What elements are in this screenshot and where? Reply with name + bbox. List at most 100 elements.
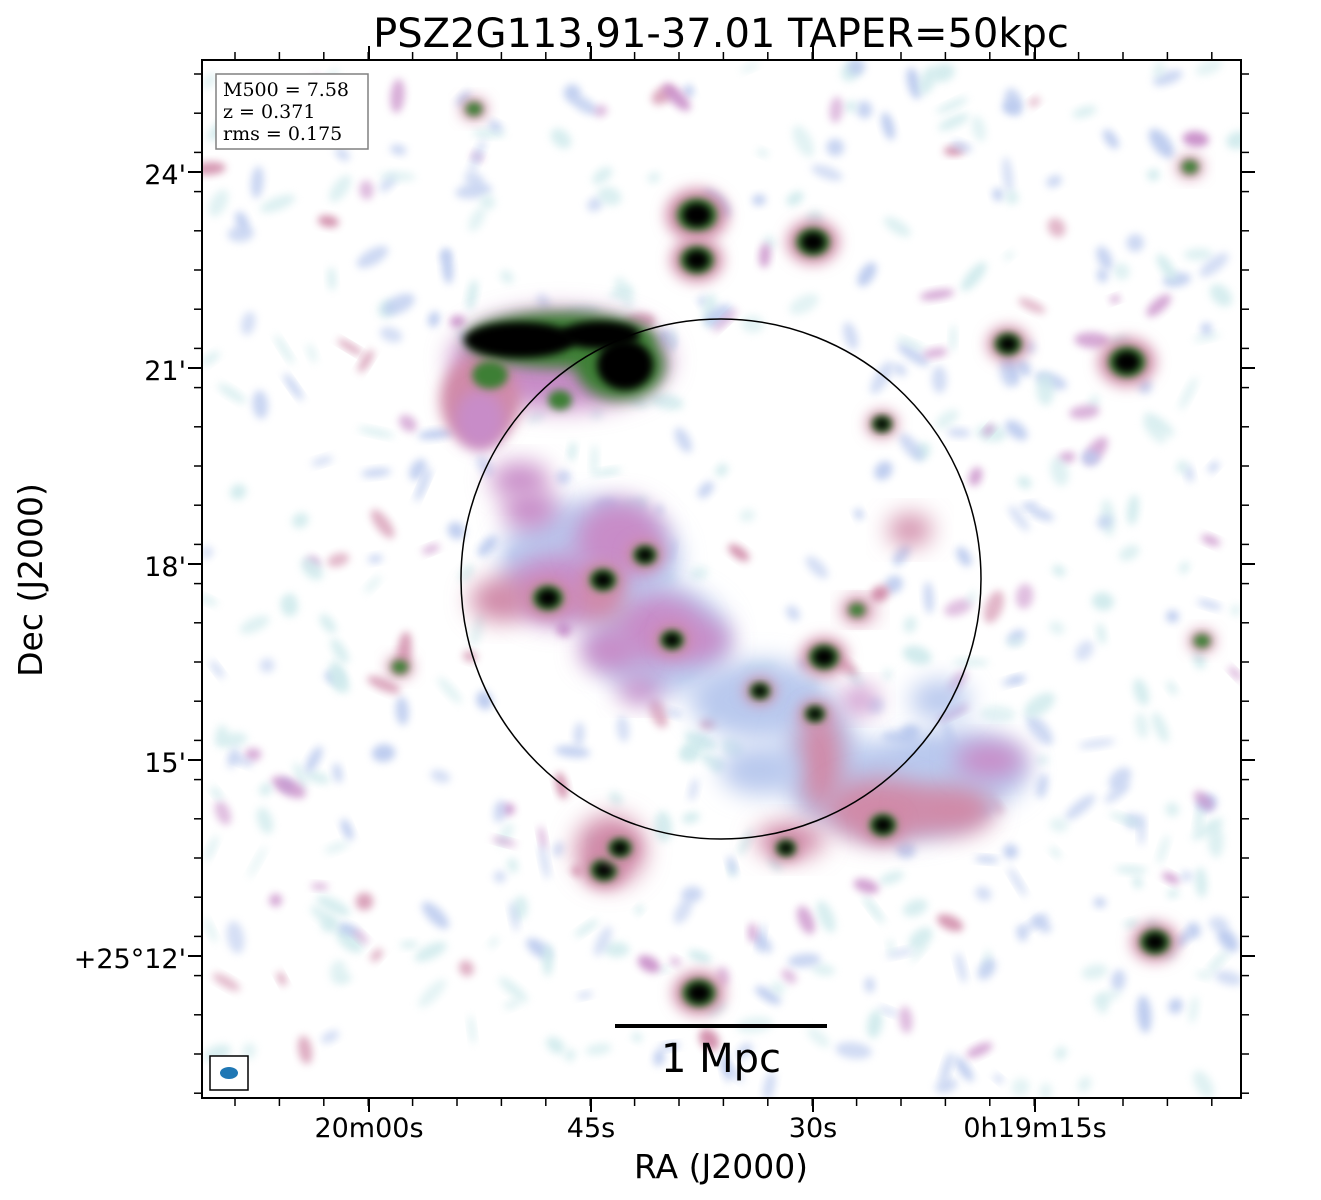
noise-blob (1111, 969, 1126, 992)
noise-blob (1093, 897, 1106, 908)
noise-blob (1005, 190, 1019, 205)
noise-blob (628, 396, 651, 408)
noise-blob (1050, 457, 1069, 486)
noise-blob (491, 837, 517, 847)
noise-blob (371, 744, 396, 763)
noise-blob (509, 901, 519, 932)
noise-blob (493, 870, 506, 883)
source-core (807, 708, 823, 720)
noise-blob (1078, 738, 1116, 749)
noise-blob (1039, 1082, 1053, 1098)
noise-blob (635, 905, 644, 915)
source-core (998, 336, 1018, 352)
noise-blob (673, 898, 693, 924)
noise-blob (752, 194, 766, 206)
source-core (687, 983, 711, 1003)
noise-blob (539, 843, 550, 880)
x-tick-label: 45s (567, 1113, 615, 1144)
noise-blob (829, 96, 843, 123)
noise-blob (856, 100, 873, 119)
noise-blob (727, 855, 737, 875)
noise-blob (1091, 592, 1114, 611)
noise-blob (906, 67, 922, 100)
noise-blob (983, 590, 1005, 624)
noise-blob (542, 944, 553, 977)
noise-blob (883, 216, 911, 237)
x-tick-label: 30s (789, 1113, 837, 1144)
noise-blob (763, 1071, 776, 1098)
noise-blob (736, 1042, 753, 1060)
noise-blob (1054, 1046, 1067, 1060)
noise-blob (447, 521, 466, 540)
diffuse-blob (502, 490, 558, 530)
noise-blob (681, 745, 700, 762)
noise-blob (1144, 412, 1175, 437)
noise-blob (754, 933, 773, 953)
noise-blob (1018, 297, 1046, 314)
noise-blob (1123, 919, 1139, 928)
noise-blob (250, 166, 264, 199)
noise-blob (260, 194, 296, 213)
noise-blob (882, 668, 893, 681)
source-core (611, 841, 629, 855)
noise-blob (390, 78, 405, 114)
noise-blob (975, 424, 1007, 442)
noise-blob (1081, 964, 1108, 980)
noise-blob (332, 763, 343, 784)
noise-blob (269, 893, 282, 907)
noise-blob (682, 812, 700, 824)
noise-blob (1026, 714, 1054, 746)
noise-blob (655, 504, 664, 516)
noise-blob (329, 960, 347, 985)
noise-blob (440, 250, 451, 261)
relic-blob (455, 390, 505, 450)
relic-blob (472, 361, 508, 389)
noise-blob (863, 895, 885, 924)
noise-blob (1072, 105, 1097, 119)
noise-blob (728, 544, 750, 562)
noise-blob (971, 115, 986, 142)
noise-blob (1008, 867, 1027, 897)
noise-blob (757, 148, 769, 157)
noise-blob (430, 769, 451, 783)
diffuse-blob (910, 680, 970, 720)
noise-blob (304, 770, 331, 784)
noise-blob (1036, 773, 1049, 799)
diffuse-blob (955, 742, 1025, 778)
noise-blob (977, 958, 997, 980)
y-tick-label: 21' (144, 356, 186, 387)
source-core (1144, 933, 1166, 951)
noise-blob (469, 138, 486, 173)
noise-blob (647, 172, 661, 184)
y-tick-labels: 24' 21' 18' 15' +25°12' (74, 160, 186, 975)
noise-blob (770, 981, 786, 995)
noise-blob (1028, 96, 1041, 107)
noise-blob (1104, 782, 1130, 803)
noise-blob (409, 458, 427, 481)
noise-blob (902, 645, 932, 665)
noise-blob (383, 293, 415, 316)
noise-blob (1015, 583, 1034, 609)
noise-blob (835, 1041, 872, 1059)
noise-blob (455, 183, 493, 199)
noise-blob (1146, 294, 1172, 317)
source-core (874, 418, 890, 430)
y-tick-label: +25°12' (74, 944, 186, 975)
noise-blob (1201, 534, 1221, 546)
noise-blob (594, 468, 622, 476)
noise-blob (974, 856, 1000, 863)
noise-blob (966, 1042, 993, 1058)
noise-blob (1191, 817, 1224, 841)
source-core (752, 685, 768, 697)
noise-blob (887, 939, 895, 955)
noise-blob (437, 677, 462, 704)
noise-blob (458, 960, 474, 977)
noise-blob (1152, 61, 1166, 78)
diffuse-blob (720, 745, 800, 795)
noise-blob (919, 289, 955, 301)
noise-blob (918, 66, 937, 95)
noise-blob (1180, 870, 1193, 882)
noise-blob (908, 927, 933, 950)
noise-blob (1162, 872, 1180, 884)
noise-blob (687, 950, 712, 963)
